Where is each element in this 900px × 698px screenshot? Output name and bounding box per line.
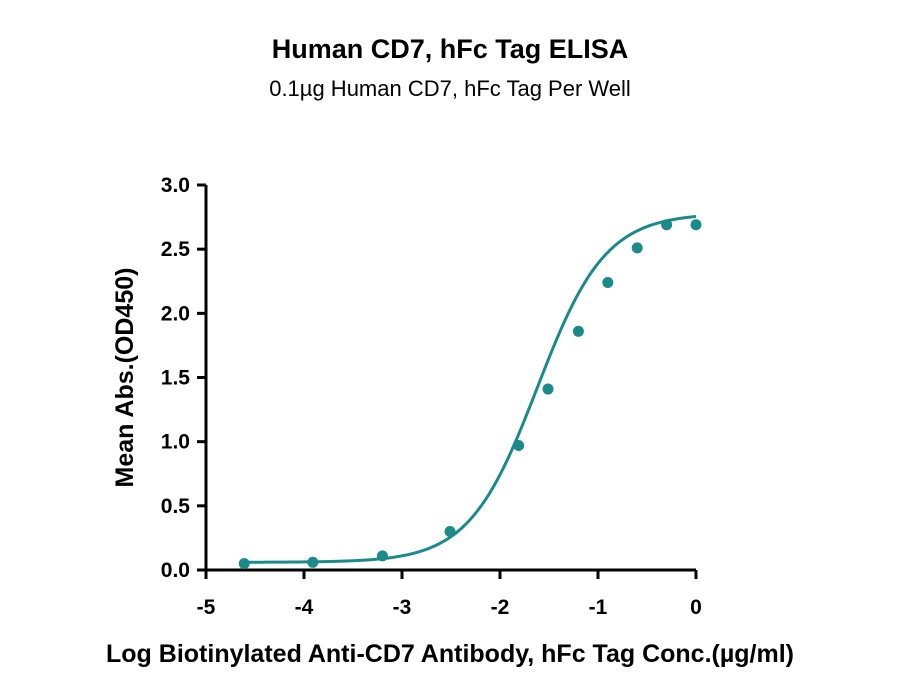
x-tick-label-4: -1 (589, 596, 608, 619)
x-tick-label-5: 0 (690, 596, 702, 619)
y-tick-label-5: 2.5 (161, 238, 191, 261)
data-points (238, 219, 702, 570)
chart-title: Human CD7, hFc Tag ELISA (271, 34, 629, 64)
axes (204, 185, 696, 572)
x-axis-title: Log Biotinylated Anti-CD7 Antibody, hFc … (106, 640, 794, 668)
data-point-8 (631, 242, 643, 254)
x-tick-label-2: -3 (393, 596, 412, 619)
data-point-9 (661, 219, 673, 231)
y-tick-label-0: 0.0 (161, 559, 190, 582)
x-tick-label-3: -2 (491, 596, 510, 619)
data-point-0 (238, 558, 250, 570)
ticks: 0.0 0.5 1.0 1.5 2.0 2.5 3.0 -5 -4 -3 -2 -1 0 (161, 174, 702, 619)
y-tick-label-6: 3.0 (161, 174, 190, 197)
fit-curve (244, 215, 697, 564)
data-point-7 (602, 277, 614, 289)
x-tick-label-0: -5 (197, 596, 216, 619)
data-point-10 (690, 219, 702, 231)
data-point-5 (542, 383, 554, 395)
y-tick-label-2: 1.0 (161, 431, 190, 454)
data-point-3 (444, 526, 456, 537)
x-tick-label-1: -4 (295, 596, 314, 619)
data-point-6 (572, 325, 584, 337)
data-point-2 (376, 550, 388, 562)
y-axis-title: Mean Abs.(OD450) (111, 268, 139, 488)
data-point-4 (513, 440, 525, 452)
chart-subtitle: 0.1µg Human CD7, hFc Tag Per Well (269, 76, 631, 101)
data-point-1 (307, 556, 319, 568)
y-tick-label-3: 1.5 (161, 367, 191, 390)
y-tick-label-1: 0.5 (161, 495, 191, 518)
y-tick-label-4: 2.0 (161, 302, 190, 325)
